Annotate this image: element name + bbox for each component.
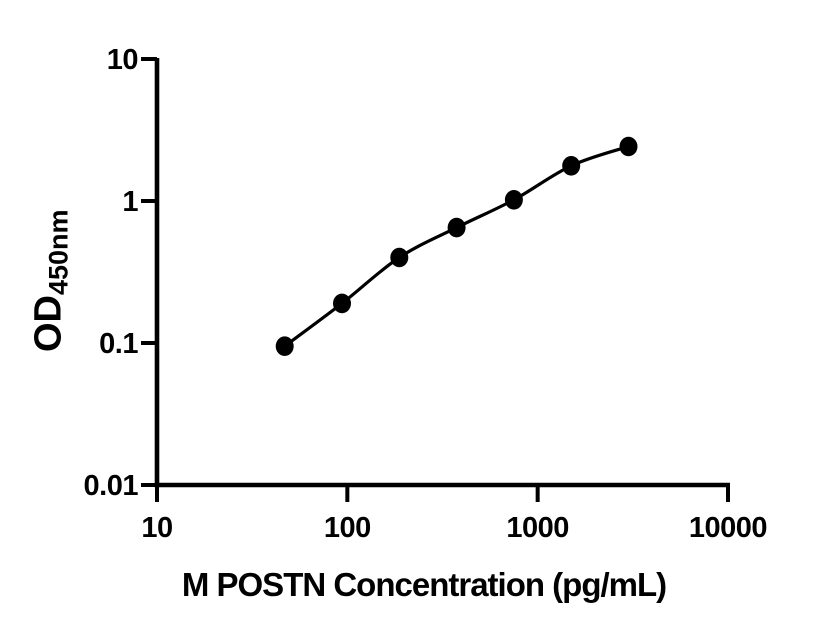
- y-tick-labels: 10 1 0.1 0.01: [84, 44, 139, 502]
- x-tick-label: 1000: [506, 512, 569, 544]
- x-tick-label: 100: [324, 512, 371, 544]
- y-axis-title: OD450nm: [28, 209, 74, 352]
- y-tick-label: 10: [107, 44, 138, 76]
- y-tick-label: 0.1: [99, 328, 138, 360]
- axes: [141, 57, 730, 502]
- y-axis-title-main: OD: [28, 295, 70, 352]
- data-point: [562, 156, 581, 176]
- data-points: [275, 136, 638, 357]
- data-point: [619, 136, 638, 157]
- standard-curve-line: [283, 144, 631, 348]
- data-point: [390, 247, 409, 268]
- data-point: [275, 336, 294, 357]
- data-point: [447, 217, 466, 238]
- y-tick-label: 1: [122, 186, 138, 218]
- x-tick-label: 10: [141, 512, 172, 544]
- y-tick-label: 0.01: [84, 470, 139, 502]
- data-point: [504, 190, 523, 210]
- data-point: [333, 293, 351, 314]
- y-axis-title-sub: 450nm: [44, 209, 74, 295]
- x-tick-label: 10000: [689, 512, 767, 544]
- x-tick-labels: 10 100 1000 10000: [141, 512, 767, 544]
- x-axis-title: M POSTN Concentration (pg/mL): [182, 566, 666, 603]
